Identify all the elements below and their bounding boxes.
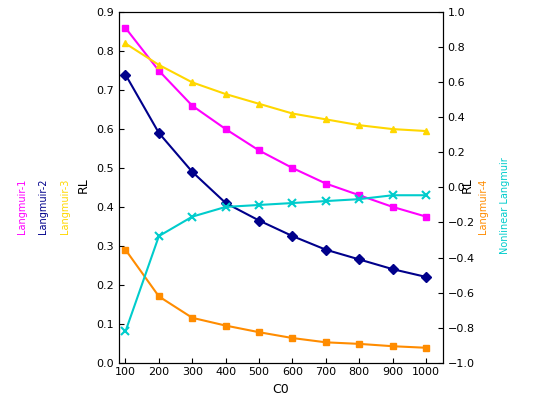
- Text: Langmuir-1: Langmuir-1: [17, 178, 26, 234]
- Text: Langmuir-4: Langmuir-4: [478, 178, 488, 234]
- Text: Nonlinear Langmuir: Nonlinear Langmuir: [500, 158, 510, 254]
- Text: Langmuir-3: Langmuir-3: [60, 178, 70, 234]
- Text: RL: RL: [77, 178, 90, 193]
- Text: RL: RL: [461, 178, 474, 193]
- Text: Langmuir-2: Langmuir-2: [38, 178, 48, 234]
- X-axis label: C0: C0: [272, 383, 289, 396]
